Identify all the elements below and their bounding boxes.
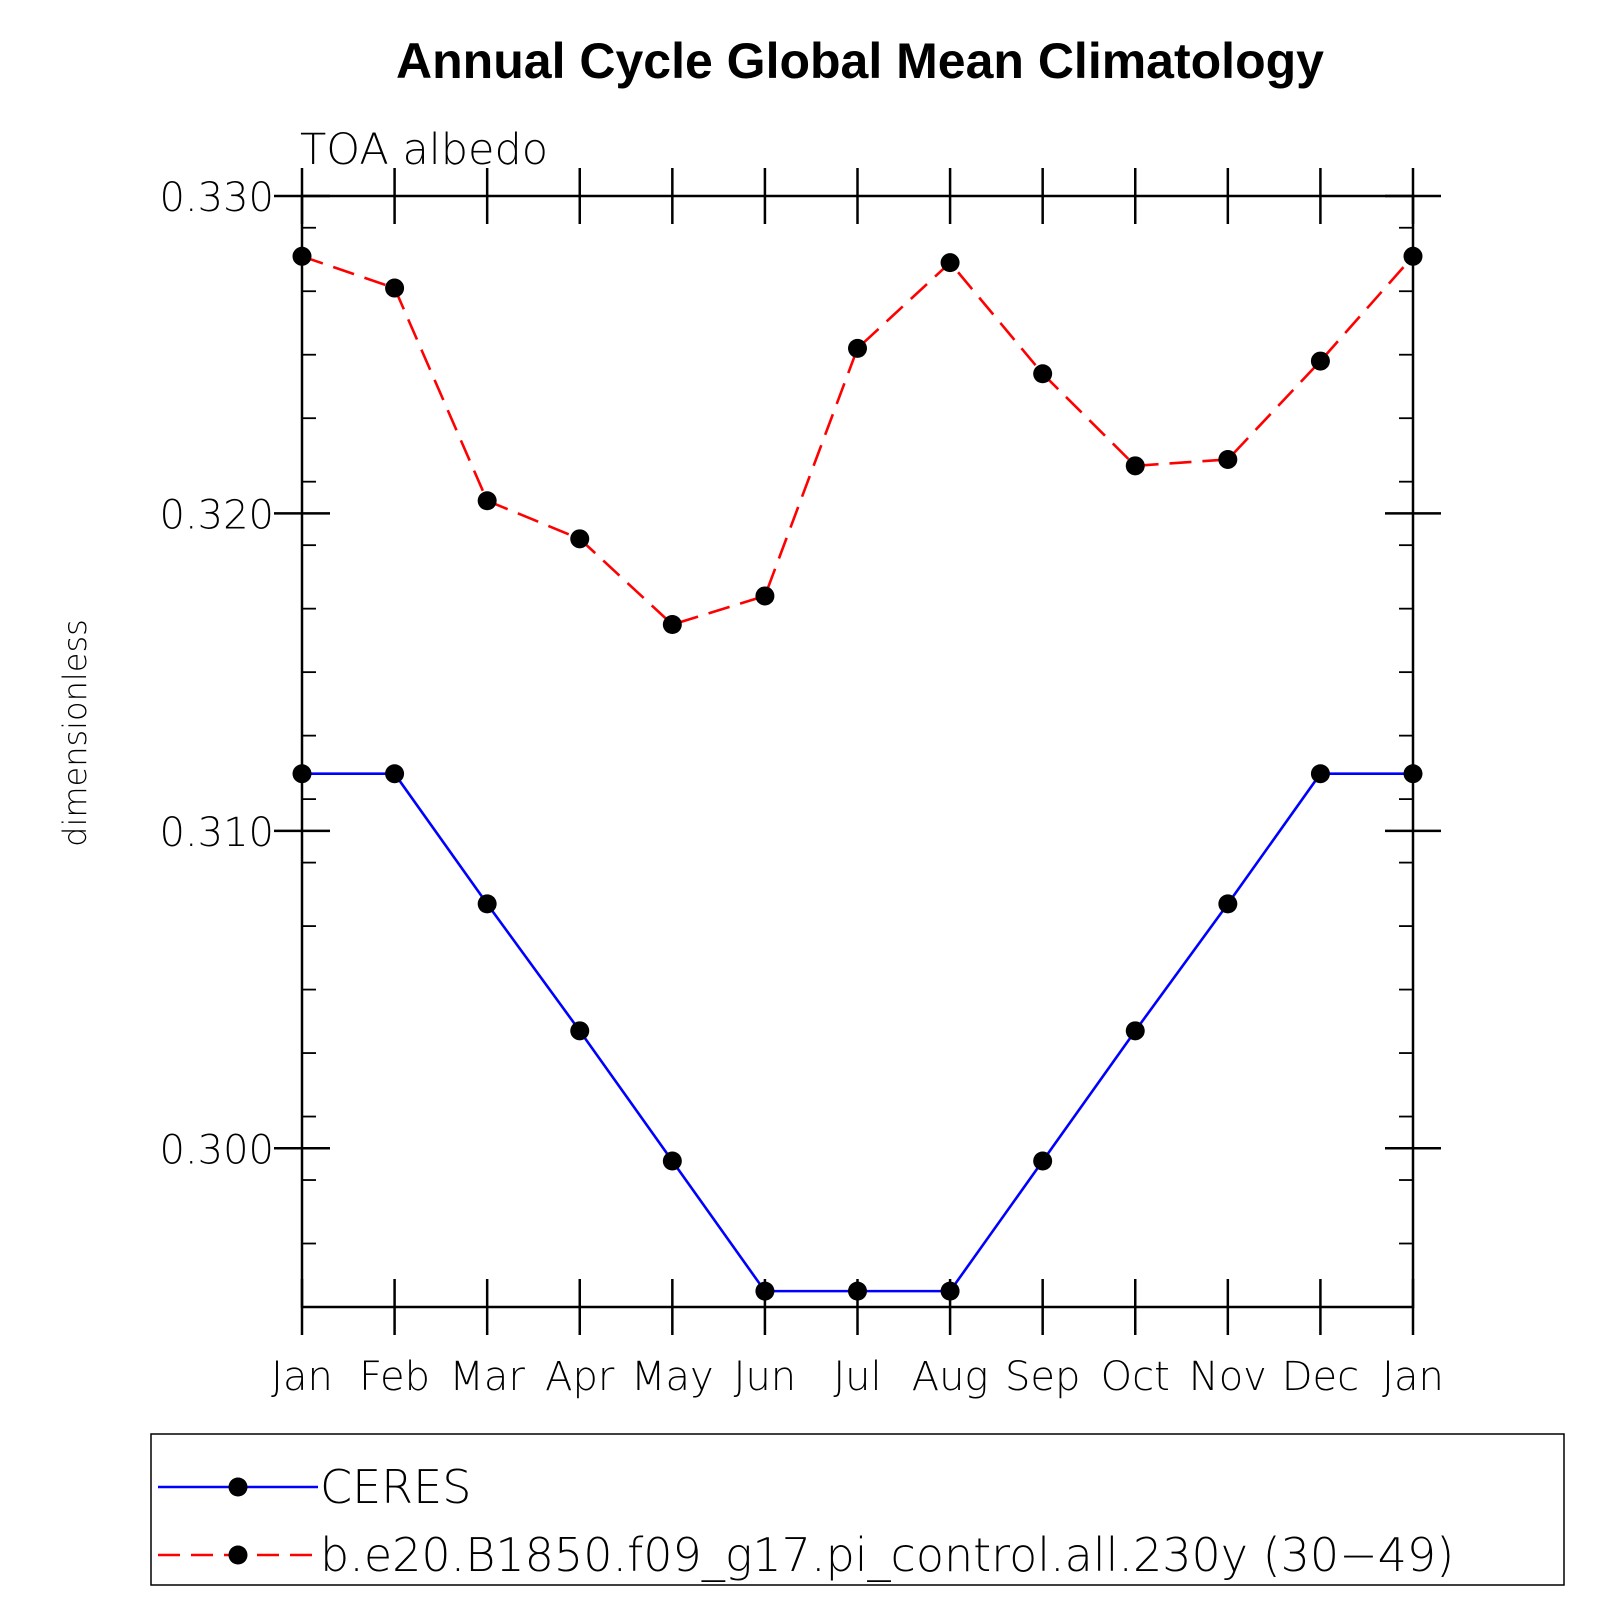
series-line	[301, 255, 1414, 626]
series-layer	[292, 246, 1423, 1301]
data-point	[385, 278, 405, 298]
x-tick-label: Feb	[359, 1354, 430, 1400]
series-0	[292, 764, 1423, 1301]
y-axis-label: dimensionless	[56, 619, 94, 847]
x-tick-label: Oct	[1101, 1354, 1170, 1400]
data-point	[940, 1281, 960, 1301]
data-point	[1310, 764, 1330, 784]
data-point	[1125, 456, 1145, 476]
data-point	[385, 764, 405, 784]
legend-label: b.e20.B1850.f09_g17.pi_control.all.230y …	[320, 1528, 1454, 1582]
legend-marker	[228, 1545, 248, 1565]
data-point	[848, 1281, 867, 1301]
data-point	[570, 529, 590, 549]
series-1	[292, 246, 1423, 635]
data-point	[292, 764, 312, 784]
legend-box	[150, 1433, 1565, 1586]
data-point	[1218, 894, 1238, 914]
data-point	[477, 894, 497, 914]
legend-item-1: b.e20.B1850.f09_g17.pi_control.all.230y …	[158, 1528, 1454, 1582]
x-tick-label: Jan	[1382, 1354, 1444, 1400]
data-point	[662, 615, 682, 635]
data-point	[662, 1151, 682, 1171]
chart-subtitle: TOA albedo	[300, 125, 548, 175]
x-tick-label: Sep	[1005, 1354, 1080, 1400]
axis-ticks	[274, 168, 1441, 1335]
data-point	[1218, 449, 1238, 469]
data-point	[1403, 764, 1423, 784]
x-tick-label: May	[631, 1354, 714, 1400]
x-tick-label: Mar	[449, 1354, 525, 1400]
y-tick-labels: 0.300 0.310 0.320 0.330	[159, 175, 274, 1173]
data-point	[1403, 246, 1423, 266]
data-point	[755, 586, 775, 606]
x-tick-label: Jul	[833, 1354, 881, 1400]
y-tick-label: 0.300	[159, 1127, 274, 1173]
chart-title: Annual Cycle Global Mean Climatology	[396, 33, 1324, 89]
legend-label: CERES	[320, 1460, 471, 1514]
data-point	[1033, 1151, 1053, 1171]
y-tick-label: 0.320	[159, 492, 274, 538]
data-point	[755, 1281, 775, 1301]
y-tick-label: 0.310	[159, 810, 274, 856]
legend-marker	[228, 1477, 248, 1497]
data-point	[292, 246, 312, 266]
series-line	[302, 772, 1413, 1293]
data-point	[1033, 364, 1053, 384]
data-point	[477, 491, 497, 511]
y-tick-label: 0.330	[159, 175, 274, 221]
x-tick-label: Apr	[545, 1354, 615, 1400]
x-tick-label: Nov	[1189, 1354, 1267, 1400]
x-tick-label: Jun	[734, 1354, 797, 1400]
data-point	[940, 253, 960, 273]
x-tick-label: Dec	[1282, 1354, 1359, 1400]
data-point	[848, 338, 867, 358]
data-point	[570, 1021, 590, 1041]
x-tick-label: Jan	[271, 1354, 333, 1400]
x-tick-label: Aug	[912, 1354, 989, 1400]
plot-frame	[300, 194, 1415, 1309]
data-point	[1310, 351, 1330, 371]
legend-item-0: CERES	[158, 1460, 471, 1514]
legend: CERES b.e20.B1850.f09_g17.pi_control.all.…	[158, 1460, 1454, 1582]
data-point	[1125, 1021, 1145, 1041]
x-tick-labels: Jan Feb Mar Apr May Jun Jul Aug Sep Oct Nov Dec Jan	[271, 1354, 1444, 1400]
